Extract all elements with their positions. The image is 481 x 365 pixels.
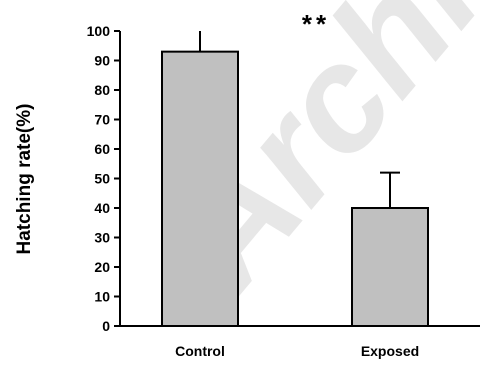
y-tick-label: 30 [94, 230, 110, 246]
y-tick-label: 10 [94, 289, 110, 305]
x-tick-label-control: Control [175, 343, 225, 359]
y-tick-label: 50 [94, 171, 110, 187]
y-tick-label: 0 [102, 318, 110, 334]
bar-control [161, 50, 239, 328]
significance-annotation: ** [302, 9, 330, 39]
y-tick-label: 80 [94, 82, 110, 98]
bar-exposed [351, 207, 429, 327]
bars-group [161, 50, 429, 328]
y-tick-label: 100 [87, 23, 111, 39]
x-labels-group: Control Exposed [175, 343, 419, 359]
y-tick-label: 90 [94, 53, 110, 69]
y-ticks-group: 0 10 20 30 40 50 60 70 80 90 100 [87, 23, 120, 334]
y-tick-label: 60 [94, 141, 110, 157]
error-bars-group [199, 31, 400, 208]
y-tick-label: 20 [94, 259, 110, 275]
y-tick-label: 40 [94, 200, 110, 216]
y-axis-label: Hatching rate(%) [14, 104, 35, 255]
y-tick-label: 70 [94, 112, 110, 128]
x-tick-label-exposed: Exposed [361, 343, 419, 359]
